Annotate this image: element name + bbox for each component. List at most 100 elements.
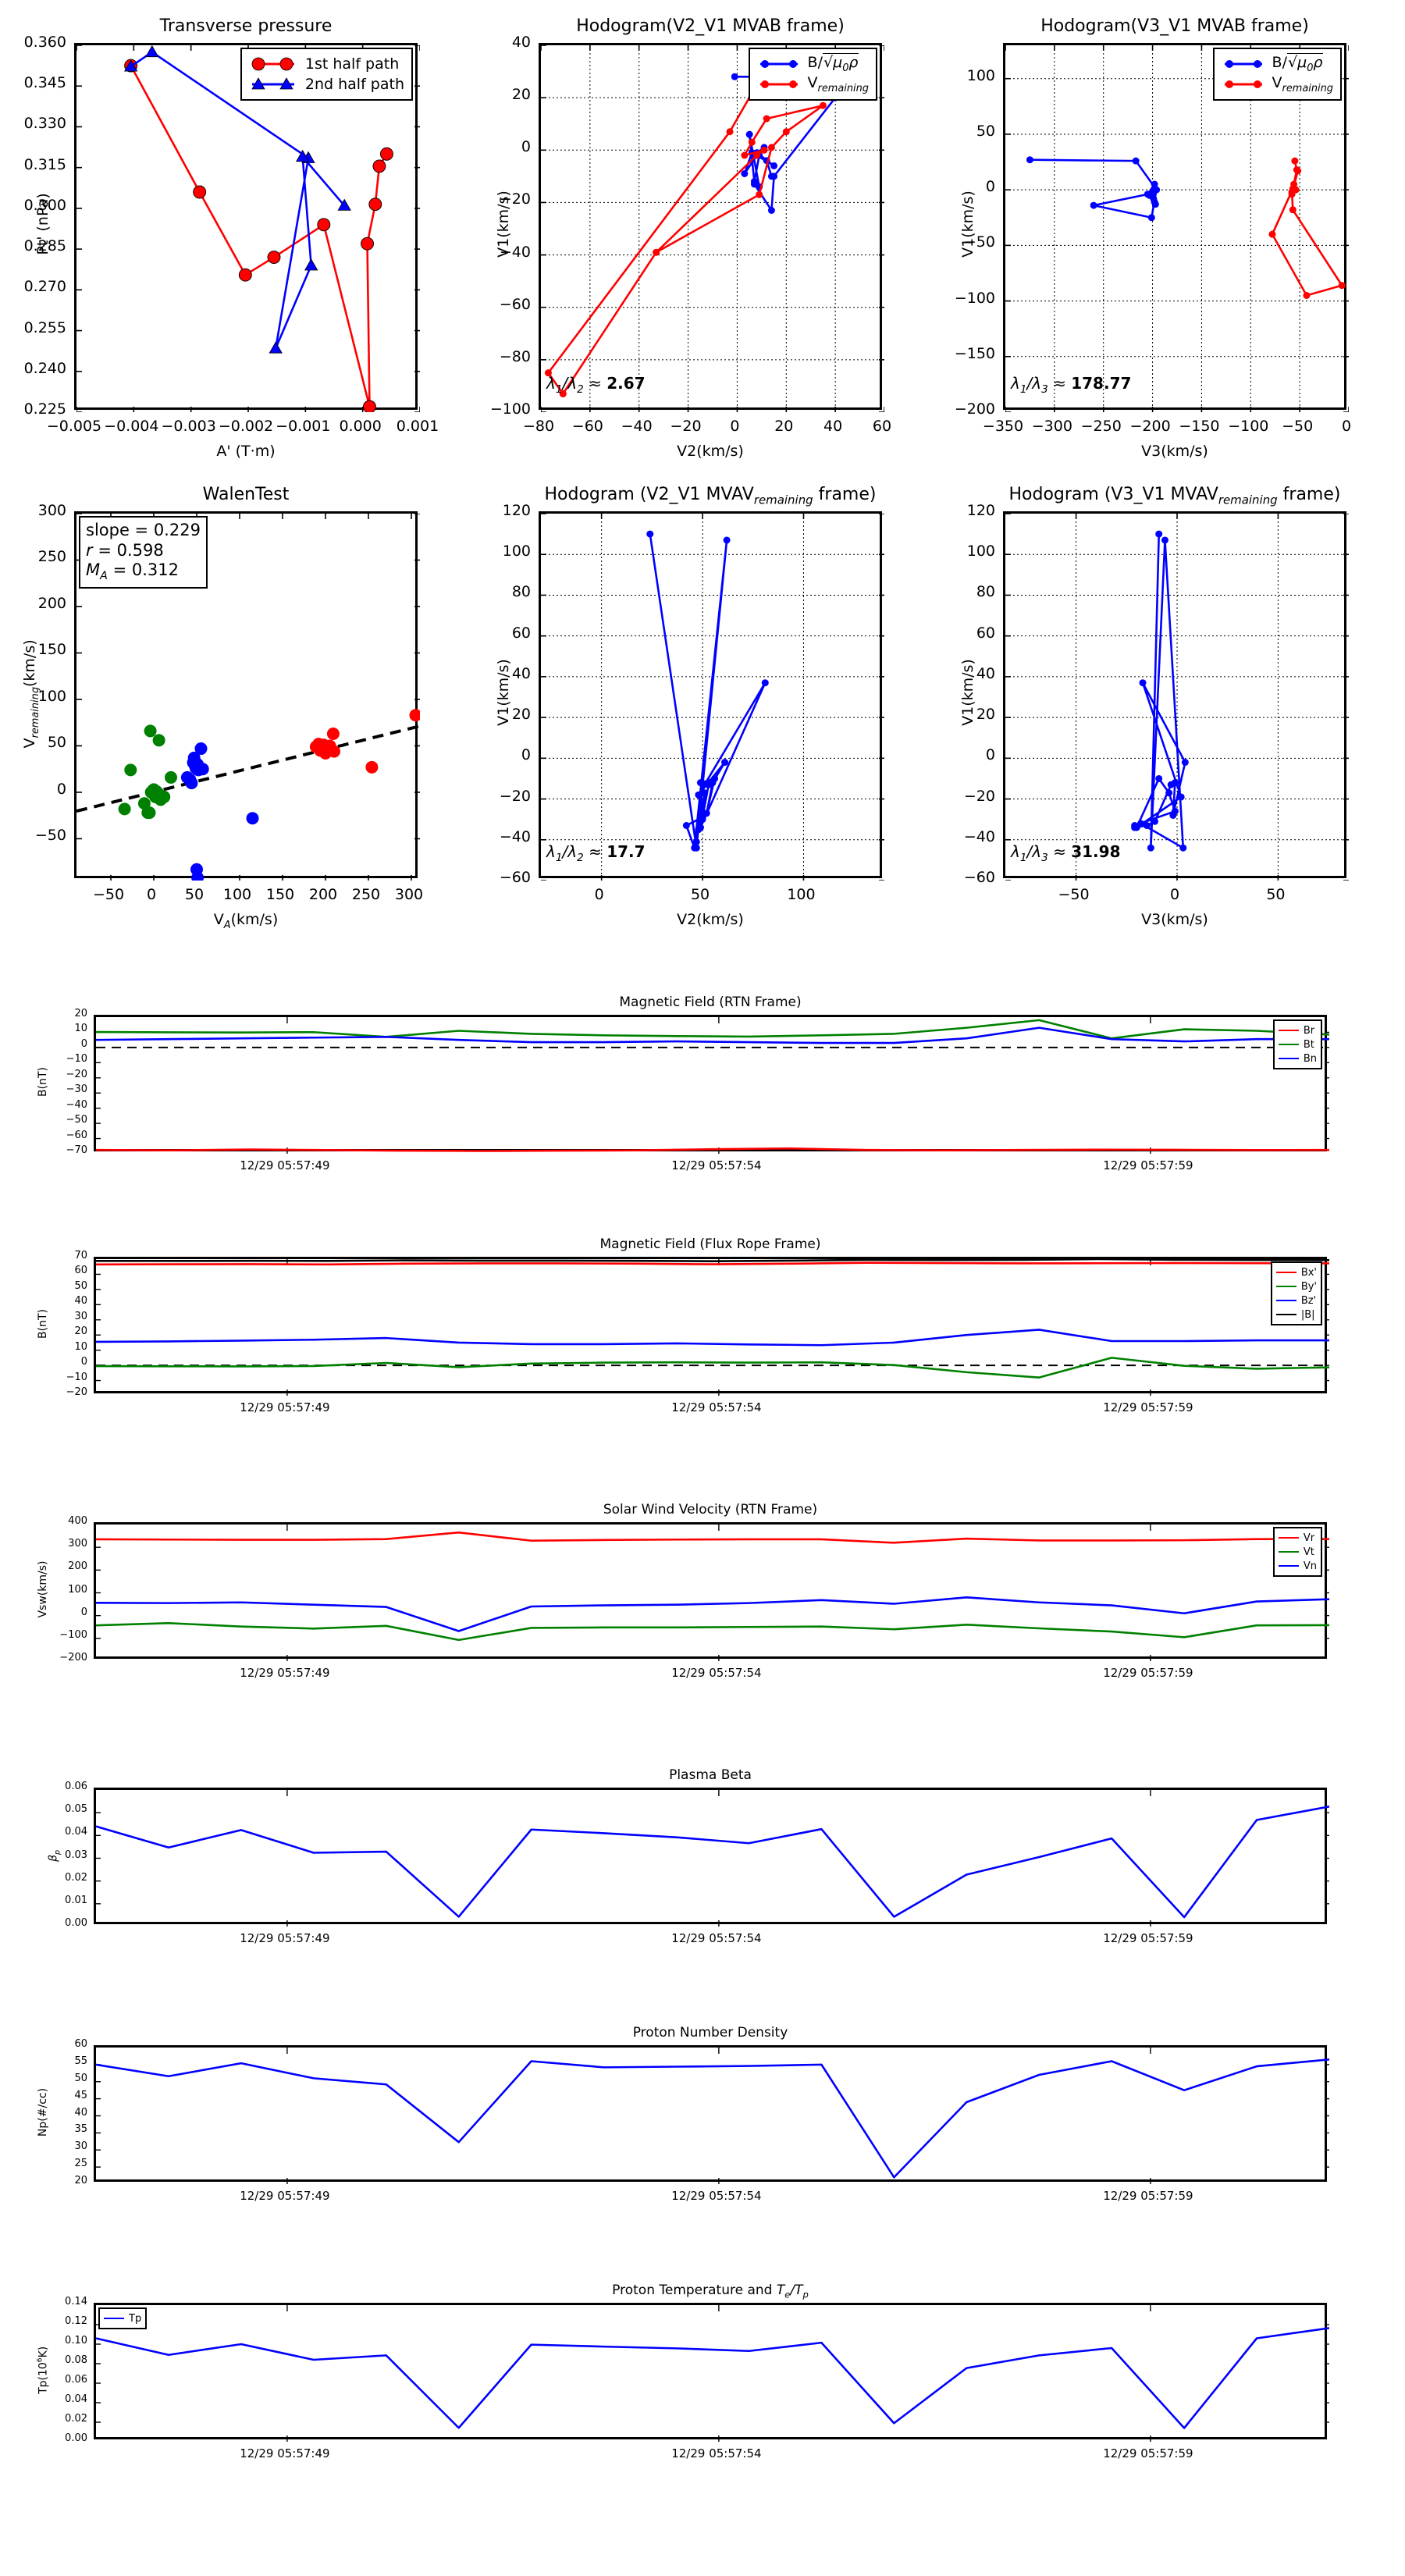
xtick-label: 12/29 05:57:49 (240, 1931, 330, 1945)
legend-color-swatch (1278, 1058, 1299, 1059)
xtick-label: −0.004 (104, 418, 159, 435)
legend-label: 2nd half path (304, 76, 404, 93)
ytick-label: 200 (37, 594, 66, 612)
ytick-label: 0 (80, 1606, 87, 1618)
xtick-label: 0 (730, 418, 740, 435)
ytick-label: −20 (963, 787, 995, 805)
ytick-label: 10 (74, 1023, 87, 1035)
legend-item: Vr (1278, 1531, 1317, 1545)
legend-color-swatch (1275, 1314, 1297, 1315)
ytick-label: 0.300 (23, 196, 66, 214)
ytick-label: 0.04 (65, 1826, 87, 1838)
legend: B/√μ0ρ Vremaining (748, 48, 877, 101)
legend-label: 1st half path (304, 55, 400, 73)
legend-color-swatch (1278, 1565, 1299, 1567)
ytick-label: −10 (66, 1053, 87, 1066)
ytick-label: −20 (66, 1386, 87, 1398)
legend-color-swatch (1278, 1551, 1299, 1553)
ytick-label: 25 (74, 2158, 87, 2170)
plot-svg-transverse-pressure (76, 45, 420, 412)
legend-label: Tp (129, 2312, 142, 2325)
ytick-label: 250 (37, 548, 66, 566)
legend-item: By' (1275, 1279, 1317, 1293)
ytick-label: 55 (74, 2055, 87, 2067)
plot-area-plasma-beta (94, 1788, 1329, 1927)
x-axis-label: V2(km/s) (677, 911, 744, 928)
ytick-label: 20 (976, 706, 995, 724)
ytick-label: 100 (966, 543, 995, 560)
legend-color-swatch (1278, 1044, 1299, 1045)
ytick-label: 100 (966, 66, 995, 84)
ytick-label: −40 (499, 827, 531, 845)
ytick-label: 100 (37, 687, 66, 705)
ytick-label: 0.08 (65, 2354, 87, 2366)
legend-item: 2nd half path (249, 74, 404, 94)
xtick-label: −40 (621, 418, 653, 435)
x-axis-label: V2(km/s) (677, 443, 744, 460)
ytick-label: 120 (502, 502, 531, 519)
legend-item: Bn (1278, 1051, 1317, 1066)
y-axis-label: Tp(106K) (36, 2346, 50, 2394)
legend-item: Tp (104, 2311, 141, 2325)
ytick-label: 0.03 (65, 1848, 87, 1861)
xtick-label: 12/29 05:57:59 (1103, 1666, 1193, 1680)
legend: Br Bt Bn (1272, 1019, 1322, 1069)
ytick-label: 100 (502, 543, 531, 560)
plot-svg-hodogram-v3v1-mvav-remaining (1005, 514, 1349, 881)
ytick-label: 0 (56, 780, 66, 798)
legend-marker (1222, 77, 1265, 91)
ytick-label: 0.14 (65, 2296, 87, 2307)
legend-label: Vn (1303, 1560, 1317, 1572)
plot-area-transverse-pressure (74, 43, 420, 412)
xtick-label: 0 (1341, 418, 1352, 435)
legend-marker (757, 77, 801, 91)
panel-title-plasma-beta: Plasma Beta (669, 1767, 752, 1783)
xtick-label: −200 (1129, 418, 1171, 435)
ytick-label: 60 (511, 624, 531, 642)
ytick-label: 0.06 (65, 1781, 87, 1792)
legend-item: Bx' (1275, 1265, 1317, 1279)
legend-marker (249, 76, 297, 92)
legend-item: Bt (1278, 1037, 1317, 1051)
legend-item: Vn (1278, 1559, 1317, 1573)
xtick-label: 12/29 05:57:59 (1103, 1931, 1193, 1945)
ytick-label: −150 (954, 344, 995, 362)
legend-label: By' (1300, 1280, 1317, 1293)
ytick-label: 0.270 (23, 278, 66, 296)
xtick-label: 200 (308, 886, 338, 903)
legend: Vr Vt Vn (1272, 1527, 1322, 1577)
xtick-label: −50 (1282, 418, 1314, 435)
plot-wrapper-proton-number-density: Proton Number Density 20 25 30 35 40 45 50 55 60 N… (37, 2025, 1329, 2203)
legend-marker (249, 56, 297, 72)
legend-label: Bz' (1300, 1294, 1317, 1307)
ytick-label: 0.12 (65, 2315, 87, 2327)
xtick-label: −150 (1179, 418, 1220, 435)
legend-label: Vr (1303, 1532, 1315, 1544)
ytick-label: 100 (68, 1583, 87, 1596)
ytick-label: 30 (74, 1310, 87, 1322)
ytick-label: 0.345 (23, 74, 66, 92)
xtick-label: 50 (184, 886, 205, 903)
ytick-label: −40 (499, 243, 531, 261)
xtick-label: 0 (146, 886, 157, 903)
ytick-label: 60 (976, 624, 995, 642)
ytick-label: −50 (34, 827, 66, 845)
y-axis-label: βp (47, 1849, 62, 1862)
xtick-label: 0.001 (396, 418, 439, 435)
legend-item: Vt (1278, 1545, 1317, 1559)
legend-color-swatch (1278, 1537, 1299, 1539)
ytick-label: 0 (521, 138, 531, 156)
xtick-label: −300 (1031, 418, 1072, 435)
legend-label: Bn (1303, 1052, 1317, 1065)
ytick-label: −20 (499, 190, 531, 208)
x-axis-label: VA(km/s) (213, 911, 279, 931)
x-axis-label: V3(km/s) (1141, 911, 1208, 928)
x-axis-label: V3(km/s) (1141, 443, 1208, 460)
legend-label: Vremaining (807, 74, 869, 94)
ytick-label: 20 (511, 706, 531, 724)
ytick-label: 0.360 (23, 34, 66, 51)
xtick-label: 60 (872, 418, 892, 435)
ytick-label: 50 (976, 122, 995, 140)
